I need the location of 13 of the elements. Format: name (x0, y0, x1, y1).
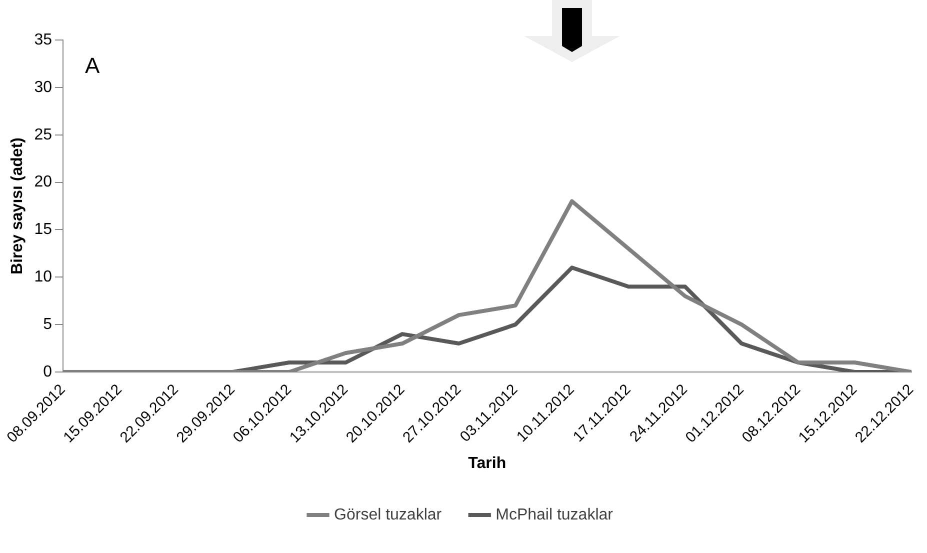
legend-label: Görsel tuzaklar (334, 506, 442, 524)
annotation: A (84, 53, 100, 78)
y-tick-label: 35 (34, 31, 52, 48)
y-axis-title: Birey sayısı (adet) (9, 138, 26, 274)
x-axis-title: Tarih (468, 454, 506, 472)
y-tick-label: 20 (34, 174, 52, 191)
y-tick-label: 25 (34, 126, 52, 144)
y-tick-label: 5 (43, 316, 52, 333)
y-tick-label: 10 (34, 268, 52, 286)
y-tick-label: 0 (43, 363, 52, 380)
y-tick-label: 30 (34, 78, 52, 96)
legend-label: McPhail tuzaklar (496, 506, 614, 524)
y-tick-label: 15 (34, 221, 52, 238)
